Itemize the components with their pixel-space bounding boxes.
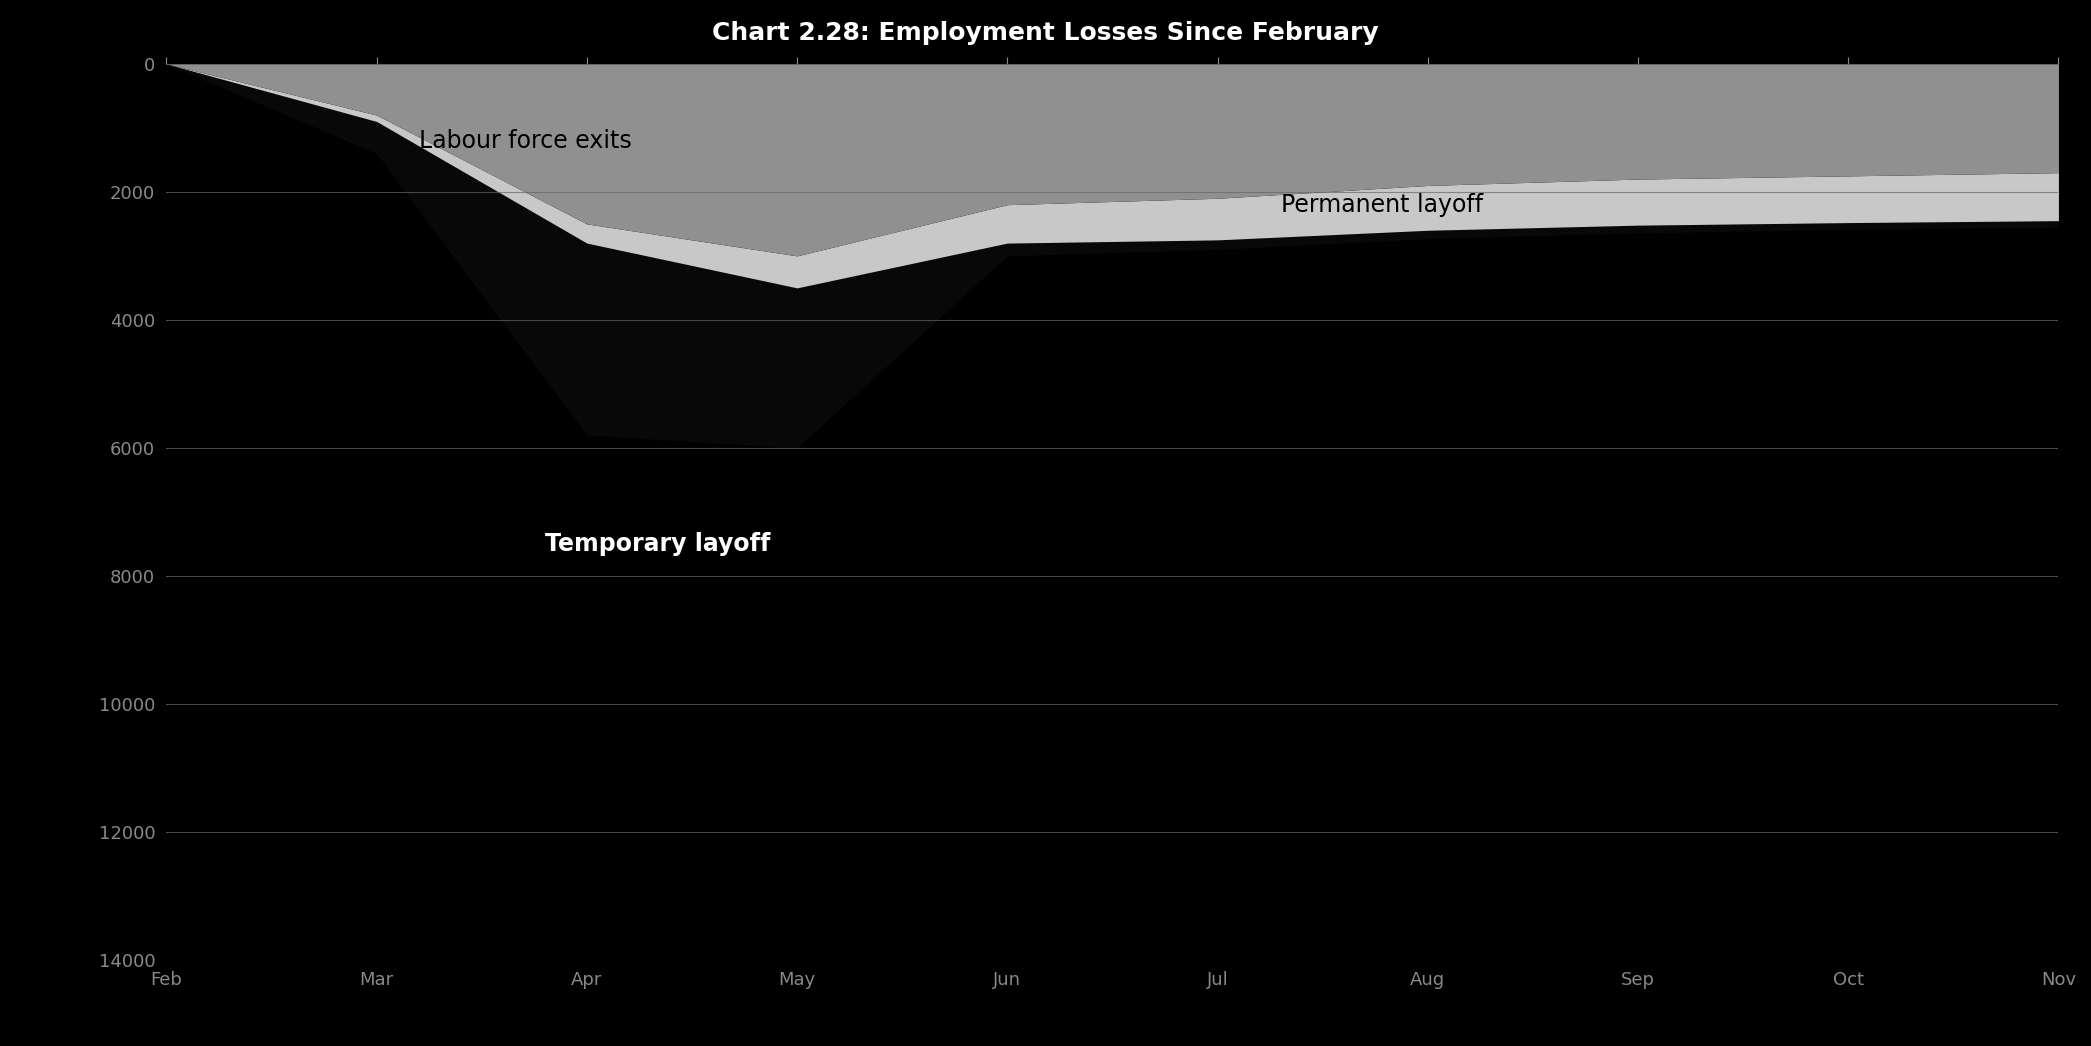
Text: Permanent layoff: Permanent layoff — [1280, 192, 1483, 217]
Text: Chart 2.28: Employment Losses Since February: Chart 2.28: Employment Losses Since Febr… — [713, 21, 1378, 45]
Text: Labour force exits: Labour force exits — [418, 129, 631, 153]
Text: Temporary layoff: Temporary layoff — [546, 532, 769, 556]
